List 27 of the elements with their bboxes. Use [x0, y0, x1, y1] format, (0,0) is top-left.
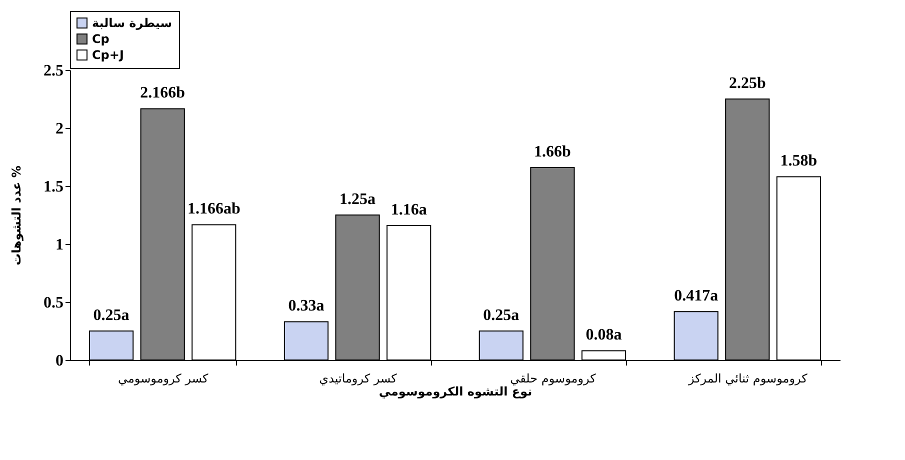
x-tick-label: كروموسوم حلقي	[510, 372, 596, 386]
y-tick-label: 1.5	[44, 178, 64, 196]
data-label: 2.166b	[140, 84, 186, 102]
y-tick-label: 0	[56, 352, 64, 370]
data-label: 1.166ab	[187, 200, 240, 218]
x-tick-label: كسر كروموسومي	[118, 372, 209, 386]
data-label: 0.08a	[586, 326, 622, 344]
y-tick-label: 0.5	[44, 294, 64, 312]
data-label: 1.16a	[390, 201, 427, 218]
y-tick-label: 2.5	[44, 62, 64, 80]
legend-label: Cp+J	[92, 48, 124, 62]
data-label: 0.25a	[483, 307, 520, 324]
data-label: 1.66b	[534, 143, 572, 160]
legend-label: سيطرة سالبة	[92, 16, 172, 30]
data-label: 1.58b	[780, 152, 818, 170]
data-label: 0.33a	[288, 298, 324, 315]
x-tick-label: كروموسوم ثنائي المركز	[687, 372, 808, 386]
data-label: 0.417a	[674, 288, 718, 305]
legend-label: Cp	[92, 32, 110, 46]
data-label: 0.25a	[93, 307, 130, 324]
data-label: 1.25a	[340, 191, 376, 208]
data-label: 2.25b	[728, 75, 766, 92]
y-tick-label: 2	[56, 120, 64, 138]
y-tick-label: 1	[56, 236, 64, 254]
x-tick-label: كسر كروماتيدي	[319, 372, 398, 386]
y-axis-title: عدد التشوهات %	[10, 166, 24, 266]
x-axis-title: نوع التشوه الكروموسومي	[378, 384, 532, 398]
